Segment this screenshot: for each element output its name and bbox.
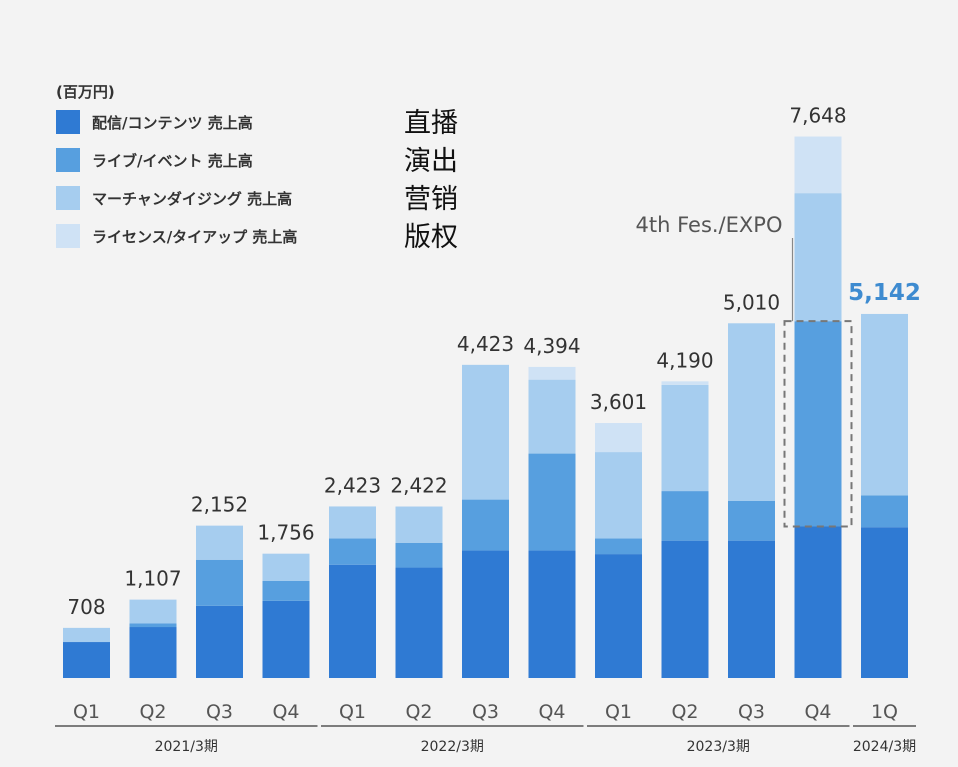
total-label: 5,142: [848, 280, 921, 306]
bar-segment: [196, 605, 243, 678]
legend-swatch: [56, 110, 80, 134]
x-tick-label: Q1: [339, 701, 366, 723]
total-labels: 708 1,107 2,152 1,756 2,423 2,422 4,423 4,394 3,…: [67, 104, 920, 619]
bar-segment: [794, 136, 842, 194]
bar-segment: [595, 554, 642, 678]
bar-segment: [462, 550, 509, 678]
total-label: 3,601: [590, 390, 647, 414]
bar-segment: [395, 542, 443, 568]
bar-segment: [262, 581, 310, 601]
x-tick-label: Q4: [804, 701, 831, 723]
bar-segment: [661, 540, 709, 678]
legend-label: 配信/コンテンツ 売上高: [92, 114, 253, 132]
bar-segment: [595, 423, 642, 453]
bar-segment: [794, 526, 842, 678]
x-tick-label: Q4: [272, 701, 299, 723]
bars: [63, 136, 908, 678]
bar-segment: [329, 564, 376, 678]
group-label: 2022/3期: [421, 739, 484, 755]
bar-segment: [861, 495, 908, 528]
bar-segment: [794, 321, 842, 527]
bar-segment: [528, 366, 576, 380]
x-tick-label: Q3: [472, 701, 499, 723]
x-tick-label: Q2: [671, 701, 698, 723]
legend-label: マーチャンダイジング 売上高: [92, 190, 292, 208]
x-tick-label: 1Q: [871, 701, 898, 723]
annotation-box: [783, 320, 853, 528]
legend-swatch: [56, 148, 80, 172]
total-label: 4,190: [656, 348, 713, 372]
total-label: 4,423: [457, 332, 514, 356]
total-label: 2,152: [191, 493, 248, 517]
bar-segment: [262, 600, 310, 678]
bar-segment: [262, 553, 310, 582]
x-tick-label: Q2: [139, 701, 166, 723]
total-label: 5,010: [723, 290, 780, 314]
total-label: 4,394: [523, 334, 580, 358]
legend-cn-label: 版权: [404, 222, 458, 253]
bar-segment: [661, 381, 709, 385]
bar-segment: [63, 642, 110, 678]
annotation: 4th Fes./EXPO: [636, 213, 853, 528]
bar-segment: [395, 506, 443, 543]
x-tick-label: Q3: [206, 701, 233, 723]
bar-segment: [728, 540, 775, 678]
total-label: 1,756: [257, 521, 314, 545]
group-label: 2021/3期: [155, 739, 218, 755]
x-tick-label: Q3: [738, 701, 765, 723]
total-label: 7,648: [789, 104, 846, 128]
legend-label: ライセンス/タイアップ 売上高: [92, 228, 297, 246]
total-label: 1,107: [124, 567, 181, 591]
bar-segment: [794, 193, 842, 322]
legend-cn-label: 演出: [404, 146, 458, 177]
bar-segment: [661, 491, 709, 541]
bar-segment: [462, 499, 509, 551]
bar-segment: [395, 567, 443, 678]
bar-segment: [329, 538, 376, 565]
bar-segment: [528, 453, 576, 551]
bar-segment: [661, 384, 709, 492]
group-label: 2023/3期: [687, 739, 750, 755]
legend-swatch: [56, 224, 80, 248]
bar-segment: [129, 627, 177, 678]
bar-segment: [861, 313, 908, 496]
bar-segment: [728, 501, 775, 541]
bar-segment: [861, 527, 908, 678]
x-axis: Q1 Q2 Q3 Q4 Q1 Q2 Q3 Q4 Q1 Q2 Q3 Q4 1Q 2021/3期 2022/3期…: [55, 701, 916, 755]
bar-segment: [528, 379, 576, 454]
total-label: 2,422: [390, 474, 447, 498]
x-tick-label: Q1: [73, 701, 100, 723]
bar-segment: [329, 506, 376, 539]
total-label: 708: [67, 595, 105, 619]
bar-segment: [196, 525, 243, 560]
total-label: 2,423: [324, 473, 381, 497]
bar-segment: [129, 623, 177, 628]
legend-swatch: [56, 186, 80, 210]
legend-cn-label: 直播: [404, 108, 458, 139]
bar-segment: [728, 323, 775, 501]
bar-segment: [595, 538, 642, 555]
x-tick-label: Q1: [605, 701, 632, 723]
bar-segment: [462, 364, 509, 500]
bar-segment: [129, 599, 177, 624]
bar-segment: [196, 559, 243, 606]
legend-label: ライブ/イベント 売上高: [92, 152, 253, 170]
bar-segment: [63, 627, 110, 643]
bar-segment: [528, 550, 576, 678]
x-tick-label: Q4: [538, 701, 565, 723]
annotation-text: 4th Fes./EXPO: [636, 213, 783, 237]
unit-label: (百万円): [56, 83, 115, 101]
legend-cn-label: 营销: [404, 184, 458, 215]
x-tick-label: Q2: [405, 701, 432, 723]
group-label: 2024/3期: [853, 739, 916, 755]
bar-segment: [595, 452, 642, 539]
